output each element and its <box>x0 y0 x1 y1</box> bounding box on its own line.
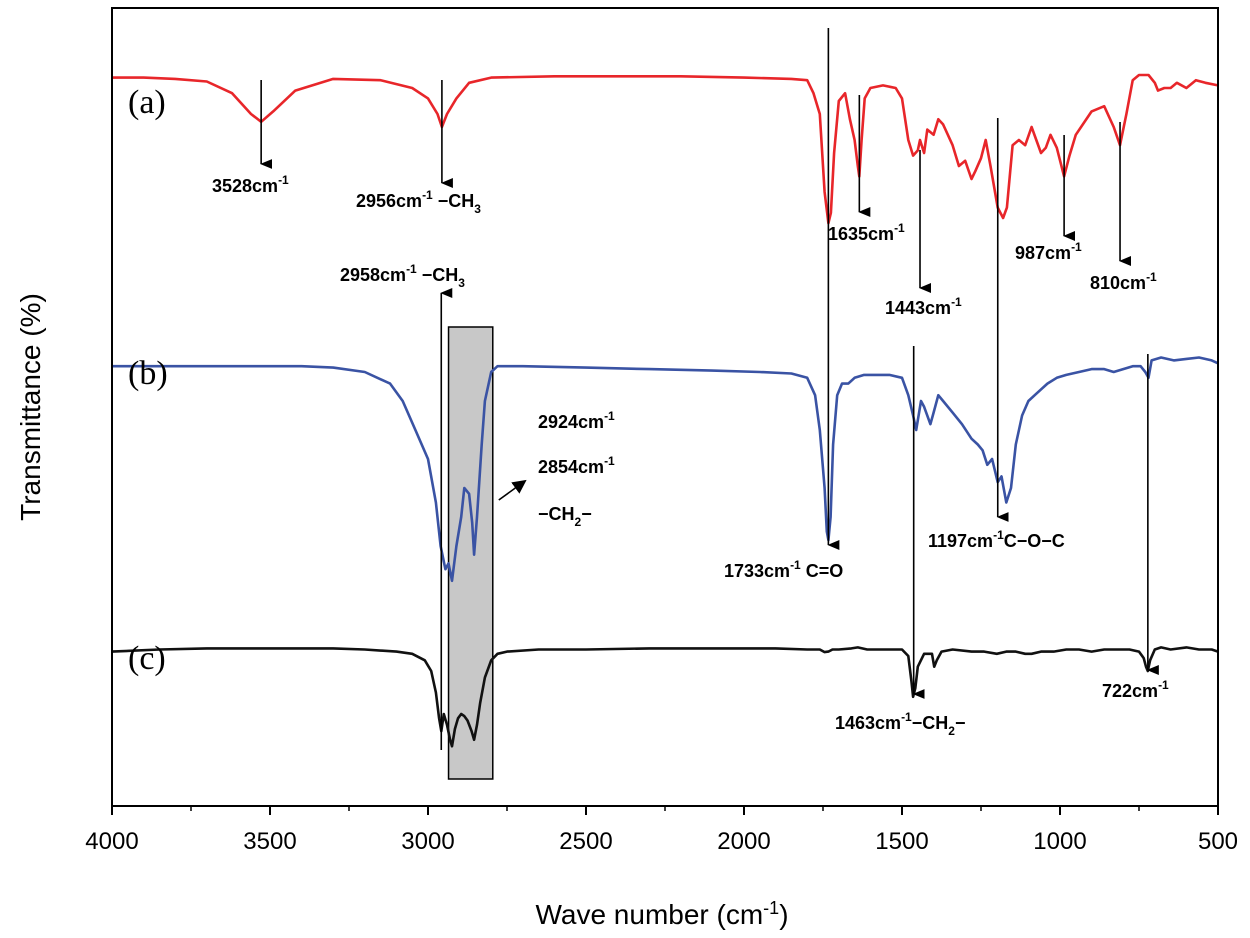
x-tick-label-3500: 3500 <box>243 828 296 855</box>
annotation-1635: 1635cm-1 <box>828 221 905 244</box>
x-tick-label-1000: 1000 <box>1033 828 1086 855</box>
annotation-2958: 2958cm-1 −CH3 <box>340 262 465 290</box>
annotation-2924: 2924cm-1 <box>538 409 615 432</box>
annotation-1197: 1197cm-1C−O−C <box>928 528 1065 551</box>
plot-frame <box>111 7 1219 807</box>
spectrum-a <box>112 73 1219 225</box>
trace-label-c: (c) <box>128 640 166 677</box>
spectrum-b <box>112 356 1219 583</box>
annotation-1443: 1443cm-1 <box>885 295 962 318</box>
x-axis-title: Wave number (cm-1) <box>535 898 788 930</box>
x-tick-label-2000: 2000 <box>717 828 770 855</box>
x-tick-label-3000: 3000 <box>401 828 454 855</box>
annotation-1733: 1733cm-1 C=O <box>724 558 843 581</box>
annotation-2854: 2854cm-1 <box>538 454 615 477</box>
annotation-1463: 1463cm-1−CH2− <box>835 710 965 738</box>
x-tick-label-2500: 2500 <box>559 828 612 855</box>
annotation-987: 987cm-1 <box>1015 240 1082 263</box>
annotation-ch2-b: −CH2− <box>538 504 592 529</box>
annotation-2956: 2956cm-1 −CH3 <box>356 188 481 216</box>
x-tick-label-1500: 1500 <box>875 828 928 855</box>
spectrum-c <box>111 646 1219 748</box>
annotation-722: 722cm-1 <box>1102 678 1169 701</box>
y-axis-title: Transmittance (%) <box>15 293 46 521</box>
trace-label-b: (b) <box>128 355 168 392</box>
annotation-3528: 3528cm-1 <box>212 173 289 196</box>
x-tick-label-4000: 4000 <box>85 828 138 855</box>
trace-label-a: (a) <box>128 84 166 121</box>
x-tick-label-500: 500 <box>1198 828 1238 855</box>
annotation-810: 810cm-1 <box>1090 270 1157 293</box>
arrow-box-pointer <box>498 479 527 501</box>
